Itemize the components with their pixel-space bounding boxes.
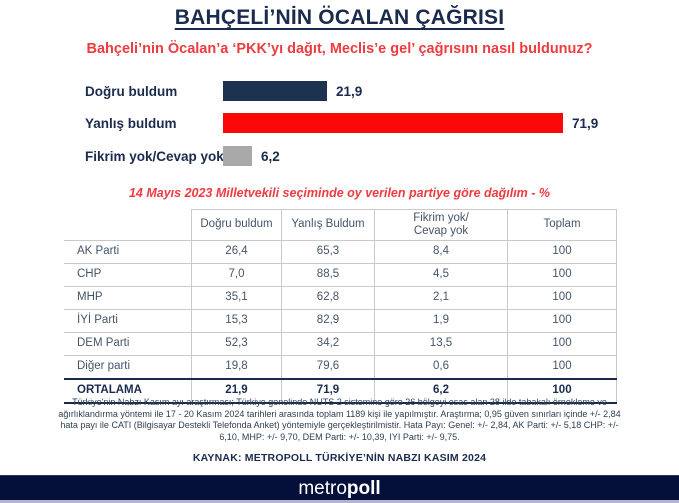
table-caption: 14 Mayıs 2023 Milletvekili seçiminde oy … <box>128 186 550 200</box>
value-cell: 1,9 <box>374 309 508 333</box>
metropoll-logo: metropoll <box>298 479 380 498</box>
value-cell: 79,6 <box>281 355 375 380</box>
value-cell: 15,3 <box>191 309 282 333</box>
party-cell: İYİ Parti <box>64 309 192 333</box>
poll-question: Bahçeli’nin Öcalan’a ‘PKK’yı dağıt, Mecl… <box>86 41 593 57</box>
party-cell: Diğer parti <box>64 355 192 380</box>
party-cell: ORTALAMA <box>64 378 192 404</box>
footer-strip <box>0 500 679 503</box>
value-cell: 7,0 <box>191 263 282 287</box>
party-cell: AK Parti <box>64 240 192 264</box>
value-cell: 100 <box>507 240 617 264</box>
value-cell: 35,1 <box>191 286 282 310</box>
value-cell: 100 <box>507 378 617 404</box>
value-cell: 82,9 <box>281 309 375 333</box>
value-cell: 100 <box>507 286 617 310</box>
header-fikrim-yok: Fikrim yok/ Cevap yok <box>374 209 508 241</box>
value-cell: 100 <box>507 355 617 380</box>
value-cell: 71,9 <box>281 378 375 404</box>
bar-value: 6,2 <box>261 148 280 164</box>
value-cell: 62,8 <box>281 286 375 310</box>
value-cell: 13,5 <box>374 332 508 356</box>
header-blank <box>64 209 192 241</box>
logo-text-bold: poll <box>346 477 381 499</box>
value-cell: 6,2 <box>374 378 508 404</box>
header-yanlis-buldum: Yanlış Buldum <box>281 209 375 241</box>
value-cell: 100 <box>507 309 617 333</box>
methodology-footnote: Türkiye'nin Nabzı Kasım ayı araştırması;… <box>58 397 621 442</box>
bar-label: Doğru buldum <box>85 83 178 99</box>
table-row: DEM Parti 52,3 34,2 13,5 100 <box>64 332 617 356</box>
value-cell: 52,3 <box>191 332 282 356</box>
bar-fikrim-yok <box>223 146 252 166</box>
value-cell: 26,4 <box>191 240 282 264</box>
value-cell: 2,1 <box>374 286 508 310</box>
value-cell: 34,2 <box>281 332 375 356</box>
footer-bar: metropoll <box>0 475 679 500</box>
bar-row: Fikrim yok/Cevap yok 6,2 <box>85 146 280 166</box>
bar-yanlis-buldum <box>223 113 563 133</box>
bar-row: Doğru buldum 21,9 <box>85 81 362 101</box>
value-cell: 88,5 <box>281 263 375 287</box>
table-row: İYİ Parti 15,3 82,9 1,9 100 <box>64 309 617 333</box>
table-row-average: ORTALAMA 21,9 71,9 6,2 100 <box>64 378 617 404</box>
bar-value: 71,9 <box>572 115 599 131</box>
party-cell: CHP <box>64 263 192 287</box>
results-table: Doğru buldum Yanlış Buldum Fikrim yok/ C… <box>64 209 617 404</box>
value-cell: 100 <box>507 263 617 287</box>
bar-label: Yanlış buldum <box>85 115 177 131</box>
header-toplam: Toplam <box>507 209 617 241</box>
table-row: Diğer parti 19,8 79,6 0,6 100 <box>64 355 617 380</box>
value-cell: 19,8 <box>191 355 282 380</box>
value-cell: 0,6 <box>374 355 508 380</box>
value-cell: 100 <box>507 332 617 356</box>
value-cell: 8,4 <box>374 240 508 264</box>
bar-dogru-buldum <box>223 81 327 101</box>
bar-row: Yanlış buldum 71,9 <box>85 113 598 133</box>
source-line: KAYNAK: METROPOLL TÜRKİYE’NİN NABZI KASI… <box>192 452 487 464</box>
logo-text-light: metro <box>298 477 347 499</box>
value-cell: 21,9 <box>191 378 282 404</box>
party-cell: DEM Parti <box>64 332 192 356</box>
page-title: BAHÇELİ’NİN ÖCALAN ÇAĞRISI <box>174 6 505 29</box>
table-row: AK Parti 26,4 65,3 8,4 100 <box>64 240 617 264</box>
table-row: CHP 7,0 88,5 4,5 100 <box>64 263 617 287</box>
value-cell: 4,5 <box>374 263 508 287</box>
value-cell: 65,3 <box>281 240 375 264</box>
party-cell: MHP <box>64 286 192 310</box>
table-row: MHP 35,1 62,8 2,1 100 <box>64 286 617 310</box>
bar-label: Fikrim yok/Cevap yok <box>85 148 224 164</box>
table-header-row: Doğru buldum Yanlış Buldum Fikrim yok/ C… <box>64 209 617 241</box>
header-dogru-buldum: Doğru buldum <box>191 209 282 241</box>
bar-value: 21,9 <box>336 83 363 99</box>
